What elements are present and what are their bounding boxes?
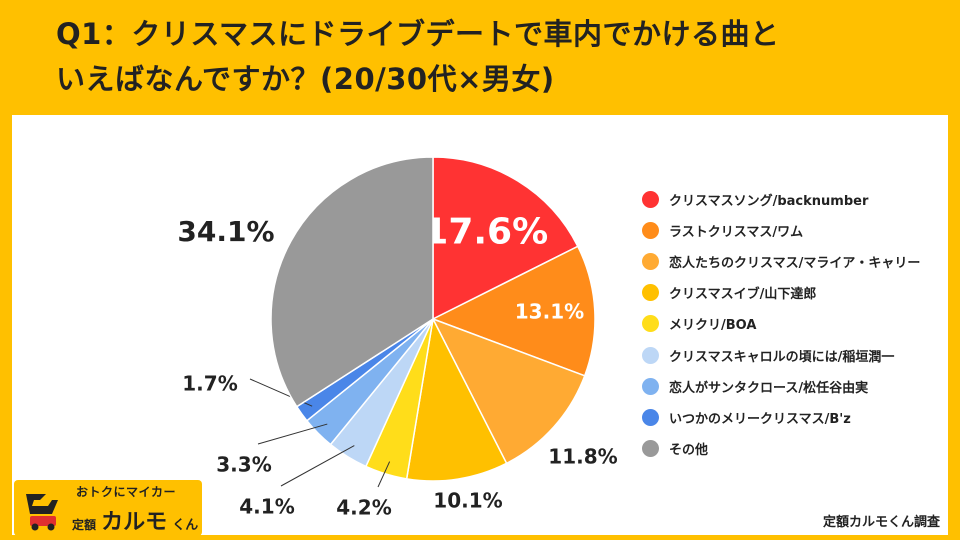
legend-item: いつかのメリークリスマス/B'z — [642, 402, 920, 433]
leader-line — [280, 445, 355, 487]
logo-name: カルモ — [101, 510, 168, 535]
legend-label: 恋人がサンタクロース/松任谷由実 — [669, 380, 869, 396]
data-label: 1.7% — [182, 372, 237, 396]
data-label: 4.2% — [336, 496, 391, 520]
legend-label: クリスマスキャロルの頃には/稲垣潤一 — [669, 349, 895, 365]
legend-label: その他 — [669, 442, 709, 458]
legend-item: 恋人がサンタクロース/松任谷由実 — [642, 371, 920, 402]
title-line-2: いえばなんですか？(20/30代×男女) — [56, 62, 555, 96]
data-label: 3.3% — [216, 453, 271, 477]
data-label: 34.1% — [177, 215, 274, 248]
data-label: 17.6% — [423, 212, 548, 253]
data-label: 13.1% — [515, 299, 584, 323]
data-label: 4.1% — [239, 495, 294, 519]
legend-swatch — [642, 191, 659, 209]
logo-tagline: おトクにマイカー — [76, 485, 177, 499]
legend-label: メリクリ/BOA — [669, 318, 757, 334]
legend-item: クリスマスソング/backnumber — [642, 184, 920, 215]
leader-line — [257, 423, 328, 445]
legend-swatch — [642, 377, 659, 395]
legend-item: ラストクリスマス/ワム — [642, 215, 920, 246]
legend-swatch — [642, 408, 659, 426]
leader-line — [377, 461, 391, 488]
pie-slice — [432, 156, 579, 321]
legend-swatch — [642, 439, 659, 457]
legend-swatch — [642, 315, 659, 333]
car-logo-icon — [18, 484, 66, 532]
logo-prefix: 定額 — [72, 518, 97, 532]
legend-swatch — [642, 222, 659, 240]
data-label: 11.8% — [548, 445, 617, 469]
legend-label: クリスマスイブ/山下達郎 — [669, 287, 817, 303]
logo-suffix: くん — [172, 518, 199, 533]
legend-item: 恋人たちのクリスマス/マライア・キャリー — [642, 246, 920, 277]
title-line-1: Q1：クリスマスにドライブデートで車内でかける曲と — [56, 17, 780, 51]
legend-item: その他 — [642, 433, 920, 464]
logo-wordmark: 定額 カルモ くん — [72, 504, 198, 536]
legend-label: いつかのメリークリスマス/B'z — [669, 411, 851, 427]
pie-slice — [431, 245, 596, 377]
pie-slice — [431, 317, 586, 465]
source-note: 定額カルモくん調査 — [822, 515, 940, 530]
data-label: 10.1% — [433, 489, 502, 513]
pie-slice — [270, 156, 434, 408]
legend-swatch — [642, 346, 659, 364]
brand-logo: おトクにマイカー 定額 カルモ くん — [14, 480, 202, 536]
chart-title: Q1：クリスマスにドライブデートで車内でかける曲と いえばなんですか？(20/3… — [56, 12, 936, 102]
legend-item: クリスマスイブ/山下達郎 — [642, 277, 920, 308]
legend: クリスマスソング/backnumber ラストクリスマス/ワム恋人たちのクリスマス… — [642, 184, 920, 464]
legend-swatch — [642, 284, 659, 302]
legend-label: クリスマスソング/backnumber — [669, 194, 869, 210]
legend-label: 恋人たちのクリスマス/マライア・キャリー — [669, 256, 921, 272]
legend-label: ラストクリスマス/ワム — [669, 225, 804, 241]
pie-slice — [405, 316, 508, 482]
legend-item: クリスマスキャロルの頃には/稲垣潤一 — [642, 339, 920, 370]
legend-swatch — [642, 253, 659, 271]
legend-item: メリクリ/BOA — [642, 308, 920, 339]
